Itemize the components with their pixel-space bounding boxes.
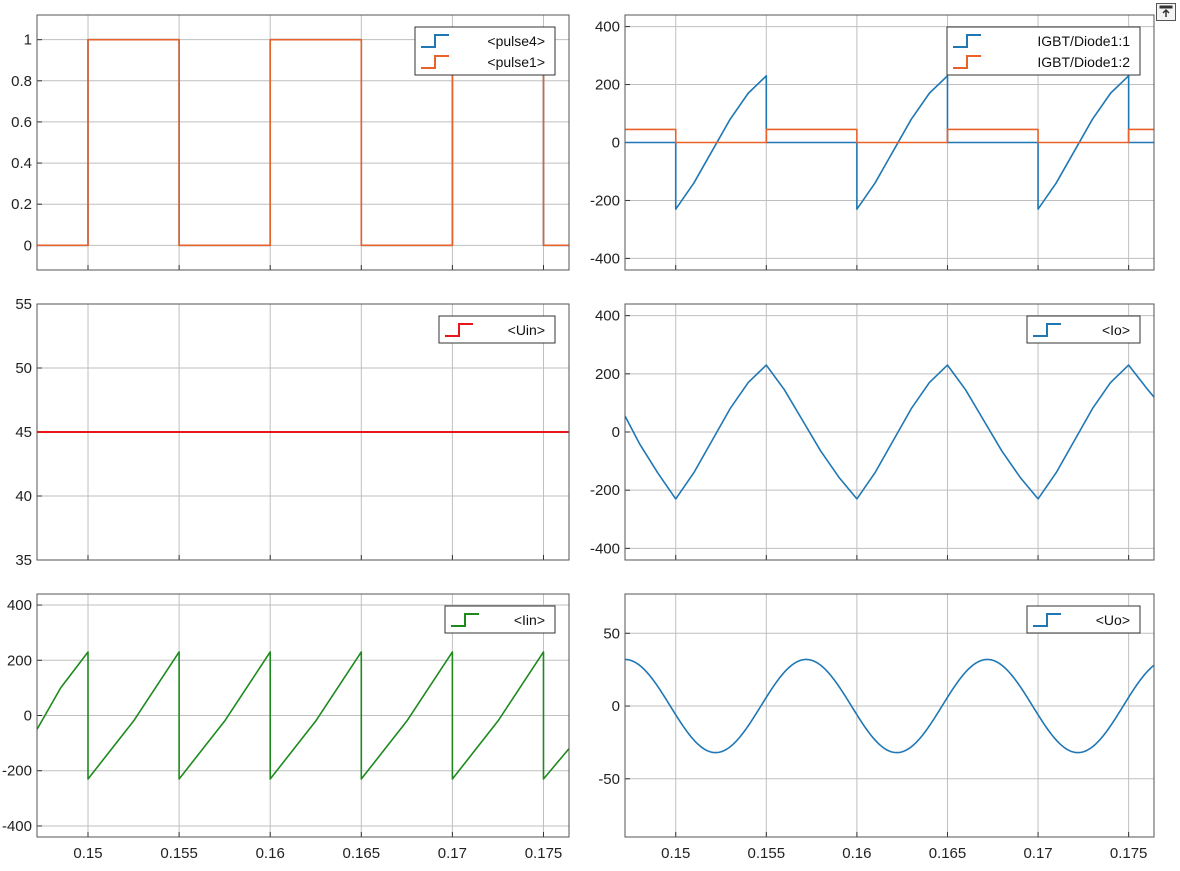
series-line-1 bbox=[625, 75, 1154, 210]
series-line-1 bbox=[37, 651, 569, 780]
legend-step-icon bbox=[953, 55, 981, 69]
y-tick-label: 200 bbox=[7, 652, 32, 669]
y-tick-label: -400 bbox=[2, 818, 32, 835]
x-tick-label: 0.175 bbox=[525, 845, 563, 862]
y-tick-label: 0 bbox=[612, 698, 620, 715]
legend-step-icon bbox=[421, 55, 449, 69]
legend-label: <Io> bbox=[1102, 322, 1130, 338]
y-tick-label: 0.6 bbox=[11, 114, 32, 131]
y-tick-label: 400 bbox=[595, 19, 620, 36]
y-tick-label: -200 bbox=[2, 763, 32, 780]
legend-label: IGBT/Diode1:1 bbox=[1037, 33, 1130, 49]
y-tick-label: 0 bbox=[24, 237, 32, 254]
legend-box bbox=[1026, 315, 1141, 344]
plot-area[interactable] bbox=[625, 594, 1154, 837]
y-tick-label: -200 bbox=[590, 192, 620, 209]
y-tick-label: 400 bbox=[595, 308, 620, 325]
x-tick-label: 0.155 bbox=[160, 845, 198, 862]
legend-step-icon bbox=[953, 34, 981, 48]
series-line-1 bbox=[625, 364, 1154, 500]
legend[interactable]: <Uin> bbox=[438, 315, 556, 344]
plot-panel-5: 0.15 0.155 0.16 0.165 0.17 0.175 -400 -200 0 200 4… bbox=[2, 593, 570, 862]
y-tick-label: 0 bbox=[612, 424, 620, 441]
y-tick-label: 0.4 bbox=[11, 155, 32, 172]
y-tick-label: 200 bbox=[595, 77, 620, 94]
legend-box bbox=[1026, 605, 1141, 634]
legend-step-icon bbox=[1033, 323, 1061, 337]
plot-frame bbox=[36, 593, 570, 838]
legend[interactable]: <Io> bbox=[1026, 315, 1141, 344]
y-tick-label: 55 bbox=[15, 296, 32, 313]
legend[interactable]: <Uo> bbox=[1026, 605, 1141, 634]
y-tick-label: 0 bbox=[612, 135, 620, 152]
y-tick-label: 45 bbox=[15, 424, 32, 441]
legend-step-icon bbox=[451, 613, 479, 627]
series-line-1 bbox=[625, 658, 1154, 754]
y-tick-label: -400 bbox=[590, 540, 620, 557]
y-tick-label: 35 bbox=[15, 552, 32, 569]
legend-label: <Uo> bbox=[1096, 612, 1130, 628]
plot-panel-1: 0 0.2 0.4 0.6 0.8 1 <pulse4> <pulse1> bbox=[11, 14, 570, 271]
y-tick-label: -50 bbox=[598, 771, 620, 788]
y-tick-label: 50 bbox=[603, 625, 620, 642]
x-tick-label: 0.165 bbox=[343, 845, 381, 862]
legend-label: <Iin> bbox=[514, 612, 545, 628]
y-tick-label: 0.2 bbox=[11, 196, 32, 213]
x-tick-label: 0.16 bbox=[842, 845, 871, 862]
x-tick-label: 0.15 bbox=[73, 845, 102, 862]
y-tick-label: -200 bbox=[590, 482, 620, 499]
plot-panel-6: 0.15 0.155 0.16 0.165 0.17 0.175 -50 0 50 <Uo> bbox=[598, 593, 1155, 862]
undock-button[interactable] bbox=[1156, 3, 1176, 21]
y-tick-label: 400 bbox=[7, 597, 32, 614]
y-tick-label: 1 bbox=[24, 32, 32, 49]
undock-icon bbox=[1159, 5, 1173, 17]
series-line-2 bbox=[625, 128, 1154, 144]
legend[interactable]: <pulse4> <pulse1> bbox=[414, 26, 556, 76]
legend-label: <pulse4> bbox=[487, 33, 545, 49]
plot-frame bbox=[624, 14, 1155, 271]
legend-step-icon bbox=[445, 323, 473, 337]
y-tick-label: 0 bbox=[24, 708, 32, 725]
legend[interactable]: IGBT/Diode1:1 IGBT/Diode1:2 bbox=[946, 26, 1141, 76]
x-tick-label: 0.16 bbox=[256, 845, 285, 862]
y-tick-label: -400 bbox=[590, 250, 620, 267]
x-tick-label: 0.17 bbox=[438, 845, 467, 862]
legend-label: IGBT/Diode1:2 bbox=[1037, 54, 1130, 70]
x-tick-label: 0.15 bbox=[661, 845, 690, 862]
y-tick-label: 200 bbox=[595, 366, 620, 383]
plot-frame bbox=[36, 303, 570, 561]
plot-frame bbox=[624, 303, 1155, 561]
legend[interactable]: <Iin> bbox=[444, 605, 556, 634]
x-tick-label: 0.175 bbox=[1110, 845, 1148, 862]
plot-panel-3: 35 40 45 50 55 <Uin> bbox=[15, 296, 570, 569]
legend-step-icon bbox=[1033, 613, 1061, 627]
plot-panel-4: -400 -200 0 200 400 <Io> bbox=[590, 303, 1155, 561]
legend-box bbox=[444, 605, 556, 634]
legend-step-icon bbox=[421, 34, 449, 48]
x-tick-label: 0.17 bbox=[1023, 845, 1052, 862]
y-tick-label: 40 bbox=[15, 488, 32, 505]
legend-label: <pulse1> bbox=[487, 54, 545, 70]
x-tick-label: 0.165 bbox=[929, 845, 967, 862]
x-tick-label: 0.155 bbox=[748, 845, 786, 862]
y-tick-label: 0.8 bbox=[11, 73, 32, 90]
y-tick-label: 50 bbox=[15, 360, 32, 377]
plot-frame bbox=[36, 14, 570, 271]
legend-label: <Uin> bbox=[508, 322, 545, 338]
plot-frame bbox=[624, 593, 1155, 838]
plot-panel-2: -400-2000200400IGBT/Diode1:1IGBT/Diode1:… bbox=[590, 14, 1155, 271]
